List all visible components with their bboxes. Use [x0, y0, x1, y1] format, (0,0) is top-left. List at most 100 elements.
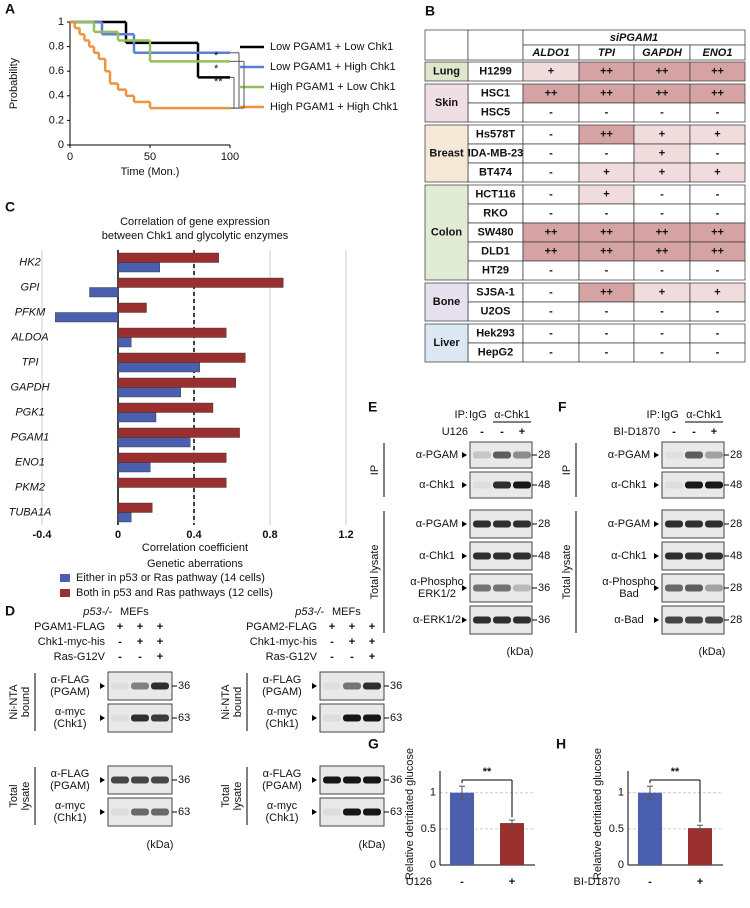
table-value: - [716, 305, 720, 317]
table-header: siPGAM1 [610, 32, 658, 44]
table-value: + [659, 286, 665, 298]
panel-label: A [5, 1, 15, 17]
cell-type: MEFs [332, 606, 361, 618]
treatment-label: U126 [406, 876, 432, 888]
arrowhead [654, 521, 659, 527]
table-cell [689, 61, 746, 82]
arrowhead [462, 553, 467, 559]
category-label: ALDOA [10, 331, 48, 343]
size-marker: 63 [178, 712, 190, 724]
section-label: Ni-NTA [220, 684, 232, 720]
significance: ** [483, 766, 492, 778]
antibody-label: α-Phospho [602, 576, 655, 588]
bar [117, 337, 132, 348]
band [513, 584, 531, 592]
band [363, 776, 381, 784]
size-marker: 63 [390, 806, 402, 818]
treatment-sign: + [519, 426, 525, 438]
cell-line: SJSA-1 [476, 286, 515, 298]
bar [117, 327, 227, 338]
bar [117, 362, 200, 373]
antibody-label: α-PGAM [608, 449, 650, 461]
condition-sign: + [157, 651, 163, 663]
antibody-label: α-Bad [614, 614, 644, 626]
tissue: Colon [431, 226, 462, 238]
column-header: ENO1 [703, 47, 733, 59]
band [685, 552, 703, 560]
cell-line: U2OS [481, 305, 511, 317]
band [705, 451, 723, 459]
table-value: - [605, 305, 609, 317]
table-value: - [605, 327, 609, 339]
y-tick-label: 0.5 [609, 823, 624, 835]
bar [55, 312, 119, 323]
section-label: lysate [20, 782, 32, 811]
band [111, 776, 129, 784]
arrowhead [654, 482, 659, 488]
band [665, 552, 683, 560]
panel-label: H [556, 736, 566, 752]
table-value: ++ [545, 226, 558, 238]
table-value: - [549, 346, 553, 358]
arrowhead [462, 452, 467, 458]
bar [117, 402, 214, 413]
band [131, 682, 149, 690]
band [493, 520, 511, 528]
arrowhead [312, 777, 317, 783]
arrowhead [654, 553, 659, 559]
genotype: p53-/- [294, 606, 324, 618]
band [665, 520, 683, 528]
x-axis-label: Time (Mon.) [121, 166, 180, 178]
section-label: Total lysate [369, 544, 381, 599]
table-value: + [714, 286, 720, 298]
band [665, 616, 683, 624]
table-value: ++ [600, 128, 613, 140]
y-tick-label: 1 [430, 787, 436, 799]
panel-label: B [425, 3, 435, 19]
band [493, 451, 511, 459]
antibody-label: α-myc [55, 800, 86, 812]
section-label: lysate [232, 782, 244, 811]
antibody-label: α-Chk1 [611, 479, 647, 491]
ip-group: IgG [661, 409, 679, 421]
bar [117, 427, 240, 438]
condition-label: Ras-G12V [266, 651, 318, 663]
antibody-label: α-PGAM [416, 518, 458, 530]
condition-sign: + [137, 621, 143, 633]
panel-label: C [5, 199, 15, 215]
y-axis-label: Relative detritiated glucose [404, 748, 416, 880]
condition-sign: + [349, 636, 355, 648]
band [665, 451, 683, 459]
band [705, 584, 723, 592]
arrowhead [654, 452, 659, 458]
treatment-label: U126 [442, 426, 468, 438]
unit: (kDa) [147, 839, 174, 851]
table-value: ++ [600, 87, 613, 99]
table-value: - [549, 327, 553, 339]
table-value: - [549, 106, 553, 118]
band [705, 481, 723, 489]
x-tick-label: - [648, 876, 652, 888]
table-cell [689, 102, 746, 123]
condition-label: Chk1-myc-his [250, 636, 318, 648]
table-value: ++ [600, 226, 613, 238]
antibody-label: Bad [619, 588, 639, 600]
treatment-sign: + [711, 426, 717, 438]
arrowhead [462, 617, 467, 623]
significance: * [214, 63, 219, 75]
table-value: - [716, 188, 720, 200]
section-label: Total [220, 784, 232, 807]
table-value: ++ [711, 87, 724, 99]
antibody-label: (PGAM) [262, 686, 302, 698]
treatment-sign: - [692, 426, 696, 438]
band [685, 584, 703, 592]
arrowhead [462, 585, 467, 591]
antibody-label: α-PGAM [608, 518, 650, 530]
bar [117, 512, 132, 523]
unit: (kDa) [359, 839, 386, 851]
bar [117, 462, 151, 473]
category-label: GAPDH [10, 381, 49, 393]
band [493, 584, 511, 592]
band [513, 616, 531, 624]
table-cell [424, 83, 469, 123]
